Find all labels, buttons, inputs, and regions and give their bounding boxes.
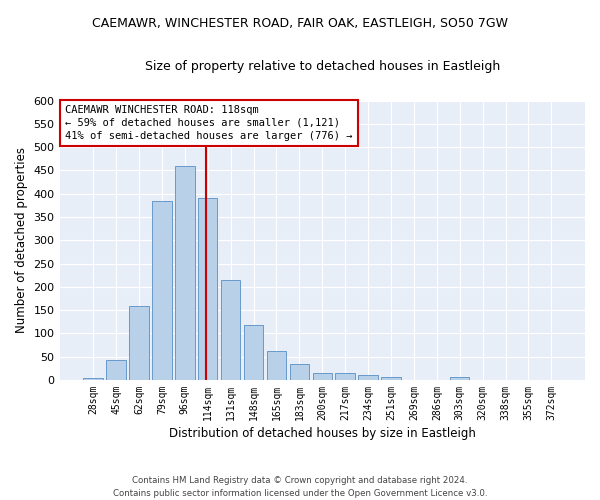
- Text: Contains HM Land Registry data © Crown copyright and database right 2024.
Contai: Contains HM Land Registry data © Crown c…: [113, 476, 487, 498]
- Bar: [244, 325, 263, 380]
- Bar: [358, 376, 378, 380]
- Bar: [175, 166, 194, 380]
- Bar: [290, 364, 309, 380]
- Bar: [313, 373, 332, 380]
- Title: Size of property relative to detached houses in Eastleigh: Size of property relative to detached ho…: [145, 60, 500, 73]
- Bar: [450, 376, 469, 380]
- X-axis label: Distribution of detached houses by size in Eastleigh: Distribution of detached houses by size …: [169, 427, 476, 440]
- Bar: [381, 376, 401, 380]
- Bar: [221, 280, 241, 380]
- Text: CAEMAWR WINCHESTER ROAD: 118sqm
← 59% of detached houses are smaller (1,121)
41%: CAEMAWR WINCHESTER ROAD: 118sqm ← 59% of…: [65, 104, 352, 141]
- Bar: [335, 373, 355, 380]
- Bar: [129, 306, 149, 380]
- Bar: [198, 198, 217, 380]
- Bar: [267, 350, 286, 380]
- Y-axis label: Number of detached properties: Number of detached properties: [15, 147, 28, 333]
- Text: CAEMAWR, WINCHESTER ROAD, FAIR OAK, EASTLEIGH, SO50 7GW: CAEMAWR, WINCHESTER ROAD, FAIR OAK, EAST…: [92, 18, 508, 30]
- Bar: [83, 378, 103, 380]
- Bar: [106, 360, 126, 380]
- Bar: [152, 200, 172, 380]
